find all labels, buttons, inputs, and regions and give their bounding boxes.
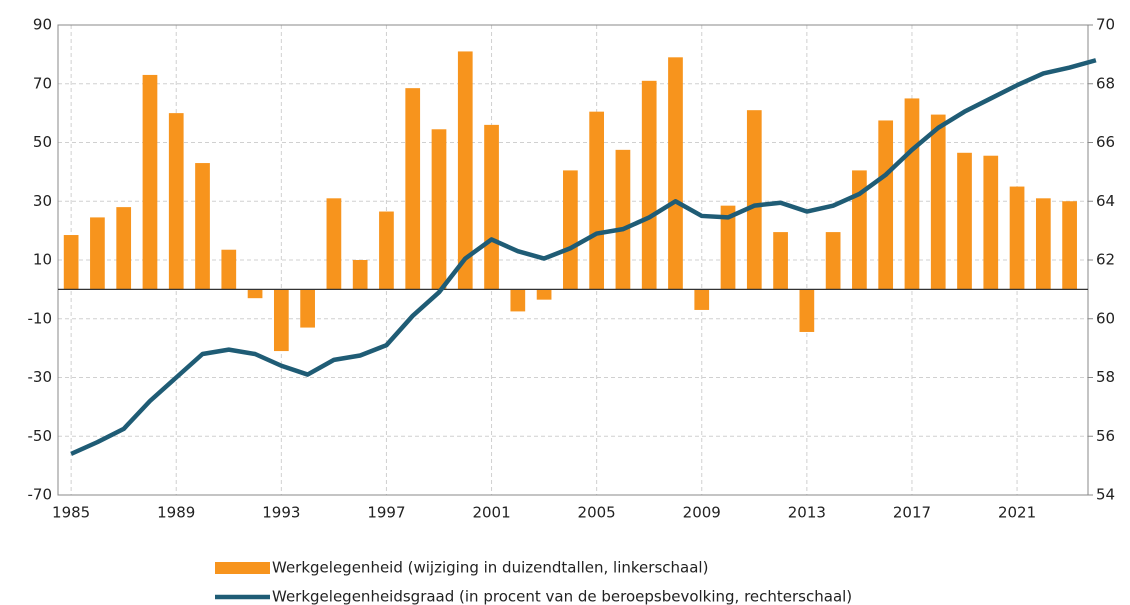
bar (195, 163, 210, 290)
y2-tick-label: 60 (1096, 309, 1115, 327)
y-tick-label: 10 (33, 251, 52, 269)
bar (379, 211, 394, 290)
bar (63, 235, 79, 290)
bar (116, 207, 132, 290)
x-tick-label: 2021 (998, 504, 1036, 522)
bar (694, 289, 710, 310)
legend-label: Werkgelegenheidsgraad (in procent van de… (272, 588, 852, 605)
y2-tick-label: 58 (1096, 368, 1115, 386)
y-tick-label: 50 (33, 133, 52, 151)
y2-tick-label: 54 (1096, 486, 1115, 504)
bar (746, 110, 762, 290)
x-tick-label: 1997 (367, 504, 405, 522)
bar (247, 289, 263, 299)
bar (457, 51, 473, 290)
bar (221, 249, 237, 290)
y2-tick-label: 64 (1096, 192, 1115, 210)
legend-label: Werkgelegenheid (wijziging in duizendtal… (272, 559, 708, 577)
bar (615, 149, 631, 290)
bar (852, 170, 867, 290)
bar (904, 98, 920, 290)
bar (484, 124, 499, 290)
bar (536, 289, 552, 300)
line (70, 58, 1097, 456)
bar (878, 120, 894, 290)
bar (431, 129, 447, 290)
bar (589, 111, 605, 290)
x-tick-label: 2009 (683, 504, 721, 522)
bar (825, 232, 841, 290)
y-tick-label: -10 (28, 309, 53, 327)
bar (1062, 201, 1077, 290)
x-tick-label: 2001 (472, 504, 510, 522)
bar (773, 232, 788, 290)
y-tick-label: 90 (33, 16, 52, 34)
bar (405, 88, 421, 290)
plot-frame (57, 24, 1089, 496)
bar (668, 57, 683, 290)
bar (300, 289, 315, 328)
bar (799, 289, 815, 332)
y2-tick-label: 70 (1096, 16, 1115, 34)
x-tick-label: 1989 (157, 504, 195, 522)
bar (957, 152, 972, 290)
legend-swatch (215, 562, 270, 574)
bar (983, 155, 999, 290)
bar (1009, 186, 1025, 290)
bar (930, 114, 946, 290)
bar (90, 217, 105, 290)
bar (326, 198, 342, 290)
y2-tick-label: 56 (1096, 427, 1115, 445)
y2-tick-label: 68 (1096, 74, 1115, 92)
x-tick-label: 2005 (578, 504, 616, 522)
bar (168, 113, 184, 290)
bar (720, 205, 736, 290)
x-tick-label: 2013 (788, 504, 826, 522)
y-tick-label: -70 (28, 486, 53, 504)
y-tick-label: 70 (33, 74, 52, 92)
y-tick-label: 30 (33, 192, 52, 210)
bar (352, 260, 368, 290)
y-tick-label: -30 (28, 368, 53, 386)
x-tick-label: 1985 (52, 504, 90, 522)
x-tick-label: 2017 (893, 504, 931, 522)
bar (1035, 198, 1051, 290)
bar (563, 170, 578, 290)
y2-tick-label: 62 (1096, 251, 1115, 269)
x-tick-label: 1993 (262, 504, 300, 522)
bar (641, 80, 657, 290)
bar (510, 289, 526, 312)
bar (142, 74, 158, 290)
y-tick-label: -50 (28, 427, 53, 445)
y2-tick-label: 66 (1096, 133, 1115, 151)
bar (273, 289, 289, 352)
